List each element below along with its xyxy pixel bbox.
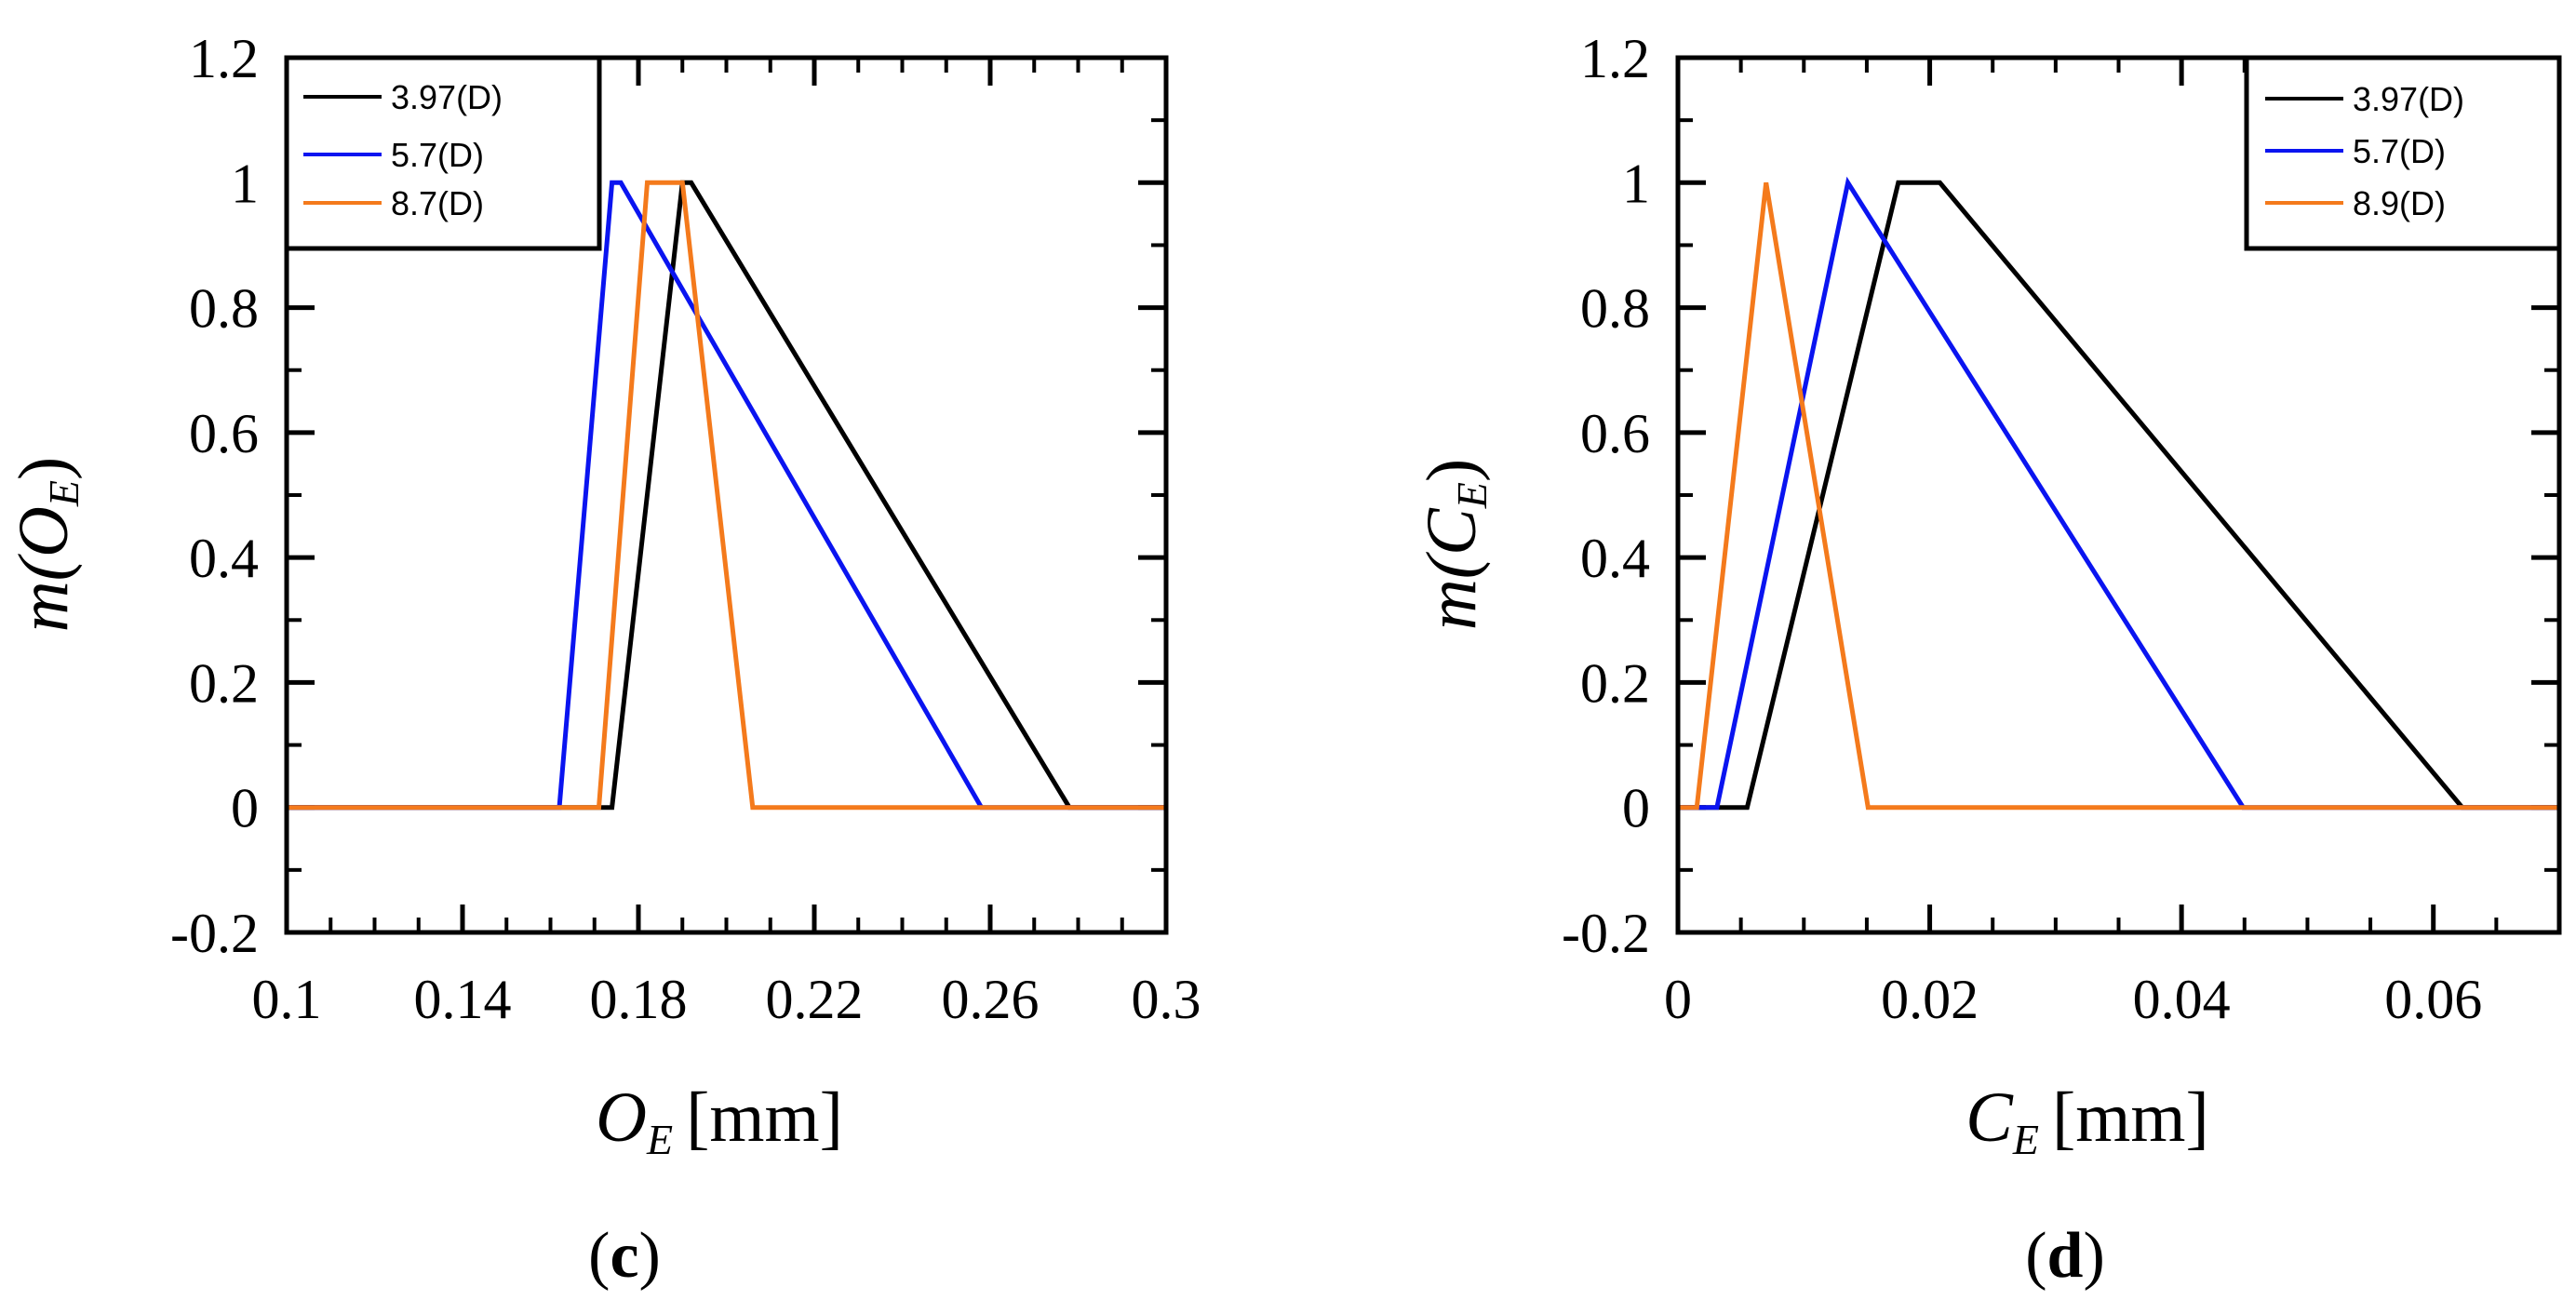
chart-d-ylabel-var: C [1413, 507, 1491, 556]
chart-c-y-tick-label: 0 [231, 778, 259, 839]
chart-c-ylabel: m(OE) [5, 457, 87, 633]
chart-c-xlabel-unit: [mm] [686, 1079, 843, 1157]
chart-c-ylabel-close: ) [5, 457, 83, 480]
chart-d-ylabel-func: m( [1413, 551, 1491, 630]
chart-d-tick-labels: 0 0.02 0.04 0.06-0.200.20.40.60.811.2 [1562, 28, 2482, 1030]
chart-c-axes-frame [284, 55, 1169, 935]
chart-c-ylabel-var: O [5, 506, 83, 557]
chart-c-legend: 3.97(D) 5.7(D) 8.7(D) [284, 55, 602, 251]
chart-d-x-tick-label: 0.04 [2133, 969, 2231, 1030]
chart-c-panel-letter: c [610, 1220, 638, 1292]
chart-d-ylabel: m(CE) [1413, 459, 1496, 630]
chart-d-legend: 3.97(D) 5.7(D) 8.9(D) [2244, 55, 2562, 251]
chart-c-x-tick-label: 0.18 [590, 969, 688, 1030]
chart-d-series-lines [1678, 176, 2559, 811]
chart-d-y-tick-label: 0.4 [1580, 528, 1650, 589]
chart-d-y-tick-label: -0.2 [1562, 903, 1650, 964]
chart-c-x-tick-label: 0.14 [414, 969, 512, 1030]
chart-c-ylabel-sub: E [40, 480, 87, 507]
chart-c-legend-label-2: 8.7(D) [391, 184, 484, 222]
chart-d-y-tick-label: 1 [1622, 153, 1650, 214]
chart-c-y-tick-label: 1 [231, 153, 259, 214]
chart-c-x-tick-label: 0.26 [942, 969, 1040, 1030]
chart-c-series-line-2 [287, 180, 1166, 811]
chart-d-legend-box [2244, 55, 2562, 251]
chart-c-y-tick-label: 0.4 [189, 528, 259, 589]
chart-d-xlabel-sub: E [2012, 1116, 2039, 1163]
chart-d-panel-letter: d [2047, 1220, 2084, 1292]
chart-d-series-line-2 [1678, 181, 2559, 811]
chart-d-x-tick-label: 0 [1664, 969, 1692, 1030]
chart-c-x-tick-label: 0.22 [766, 969, 864, 1030]
chart-c-xlabel: OE [mm] [596, 1079, 843, 1163]
chart-d-ylabel-close: ) [1413, 459, 1491, 482]
chart-d-frame [1675, 55, 2562, 935]
chart-d-y-tick-label: 1.2 [1580, 28, 1650, 89]
chart-c-y-tick-label: 1.2 [189, 28, 259, 89]
chart-d-axes-frame [1675, 55, 2562, 935]
chart-c-ylabel-func: m( [5, 553, 83, 632]
chart-d-ylabel-sub: E [1448, 482, 1496, 509]
chart-c-y-tick-label: 0.8 [189, 278, 259, 340]
chart-d-x-tick-label: 0.06 [2384, 969, 2482, 1030]
chart-c-y-tick-label: -0.2 [170, 903, 259, 964]
chart-c-x-tick-label: 0.3 [1132, 969, 1201, 1030]
chart-d-y-tick-label: 0.6 [1580, 403, 1650, 464]
chart-c-panel-label: (c) [588, 1220, 661, 1292]
chart-c-legend-label-0: 3.97(D) [391, 78, 503, 116]
chart-c-xlabel-var: O [596, 1079, 647, 1157]
chart-c-frame [284, 55, 1169, 935]
chart-c-x-tick-label: 0.1 [252, 969, 322, 1030]
chart-panel-c: 0.1 0.14 0.18 0.22 0.26 0.3 -0.2 0 0.2 0.4 0.6 0.8 1… [5, 28, 1201, 1292]
chart-d-xlabel: CE [mm] [1966, 1079, 2209, 1163]
chart-d-y-tick-label: 0 [1622, 778, 1650, 839]
chart-d-legend-label-2: 8.9(D) [2353, 184, 2446, 222]
chart-d-xlabel-var: C [1966, 1079, 2014, 1157]
chart-d-y-tick-label: 0.8 [1580, 278, 1650, 340]
chart-d-legend-label-0: 3.97(D) [2353, 80, 2464, 118]
chart-c-tick-labels: 0.1 0.14 0.18 0.22 0.26 0.3 -0.2 0 0.2 0.4 0.6 0.8 1… [170, 28, 1201, 1030]
chart-c-series-lines [287, 180, 1166, 811]
chart-d-xlabel-unit: [mm] [2052, 1079, 2209, 1157]
chart-d-legend-label-1: 5.7(D) [2353, 132, 2446, 170]
chart-d-x-tick-label: 0.02 [1881, 969, 1979, 1030]
chart-c-y-tick-label: 0.2 [189, 652, 259, 714]
chart-panel-d: 0 0.02 0.04 0.06-0.200.20.40.60.811.2 3.97(… [1413, 28, 2562, 1292]
chart-d-panel-label: (d) [2025, 1220, 2105, 1292]
chart-d-y-tick-label: 0.2 [1580, 652, 1650, 714]
chart-c-xlabel-sub: E [646, 1116, 673, 1163]
chart-c-legend-label-1: 5.7(D) [391, 136, 484, 174]
chart-c-y-tick-label: 0.6 [189, 403, 259, 464]
